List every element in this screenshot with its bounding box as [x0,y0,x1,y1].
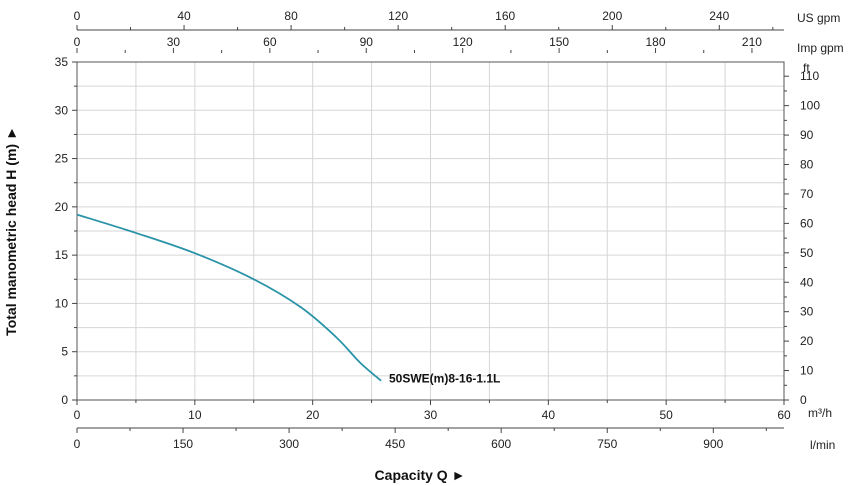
y-tick-label: 15 [55,248,69,262]
imp-gpm-tick-label: 120 [453,35,473,49]
ft-tick-label: 80 [800,158,814,172]
y-tick-label: 35 [55,55,69,69]
x-tick-label: 20 [306,408,320,422]
ft-tick-label: 40 [800,275,814,289]
ft-tick-label: 10 [800,364,814,378]
ft-tick-label: 110 [800,69,819,83]
lmin-tick-label: 600 [491,437,511,451]
x-unit-label: m³/h [808,406,832,420]
us-gpm-tick-label: 120 [388,9,408,23]
imp-gpm-label: Imp gpm [797,41,844,55]
ft-tick-label: 60 [800,216,814,230]
lmin-tick-label: 150 [173,437,193,451]
imp-gpm-tick-label: 180 [646,35,666,49]
ft-tick-label: 90 [800,128,814,142]
us-gpm-tick-label: 80 [284,9,298,23]
y-tick-label: 5 [61,345,68,359]
us-gpm-tick-label: 0 [74,9,81,23]
x-axis-title: Capacity Q ► [375,467,466,483]
us-gpm-tick-label: 200 [602,9,622,23]
series-layer: 50SWE(m)8-16-1.1L [76,213,500,386]
lmin-tick-label: 750 [597,437,617,451]
y-tick-label: 30 [55,103,69,117]
y-axis-title: Total manometric head H (m) ► [3,126,19,336]
ft-tick-label: 50 [800,246,814,260]
y-tick-label: 20 [55,200,69,214]
lmin-tick-label: 900 [703,437,723,451]
imp-gpm-tick-label: 150 [549,35,569,49]
lmin-tick-label: 450 [385,437,405,451]
ft-tick-label: 30 [800,305,814,319]
performance-curve [76,213,382,382]
us-gpm-label: US gpm [797,11,840,25]
imp-gpm-tick-label: 30 [167,35,181,49]
imp-gpm-tick-label: 210 [742,35,762,49]
curve-label: 50SWE(m)8-16-1.1L [389,372,500,386]
x-tick-label: 30 [424,408,438,422]
x-tick-label: 60 [777,408,791,422]
y-tick-label: 0 [61,393,68,407]
imp-gpm-tick-label: 90 [360,35,374,49]
ft-label: ft [803,61,810,75]
x-tick-label: 40 [542,408,556,422]
ft-tick-label: 100 [800,99,820,113]
y-tick-label: 10 [55,296,69,310]
gridlines [77,62,784,400]
ft-tick-label: 20 [800,334,814,348]
ft-tick-label: 70 [800,187,814,201]
us-gpm-tick-label: 240 [709,9,729,23]
lmin-label: l/min [810,438,835,452]
us-gpm-tick-label: 160 [495,9,515,23]
lmin-tick-label: 0 [74,437,81,451]
lmin-tick-label: 300 [279,437,299,451]
us-gpm-tick-label: 40 [177,9,191,23]
y-tick-label: 25 [55,152,69,166]
x-tick-label: 50 [659,408,673,422]
x-tick-label: 10 [188,408,202,422]
ft-tick-label: 0 [800,393,807,407]
imp-gpm-tick-label: 0 [74,35,81,49]
x-tick-label: 0 [74,408,81,422]
imp-gpm-tick-label: 60 [263,35,277,49]
